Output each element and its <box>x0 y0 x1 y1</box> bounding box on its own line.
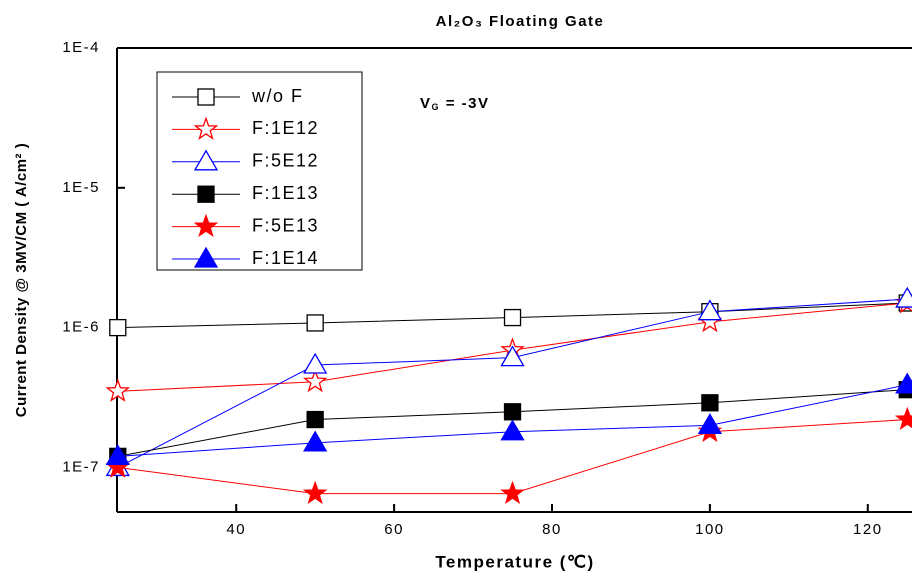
x-tick-label: 40 <box>226 521 246 538</box>
marker <box>697 413 723 434</box>
marker <box>500 419 525 441</box>
marker <box>306 410 324 429</box>
y-tick-label: 1E-5 <box>62 179 100 196</box>
x-axis-label: Temperature (℃) <box>435 552 594 571</box>
marker <box>109 318 127 337</box>
marker <box>197 185 215 203</box>
marker <box>306 314 324 332</box>
legend-label: F:1E12 <box>252 118 319 138</box>
legend-label: F:1E14 <box>252 248 319 268</box>
marker <box>500 480 525 505</box>
y-tick-label: 1E-6 <box>62 319 100 336</box>
marker <box>302 368 328 393</box>
chart-title: Al₂O₃ Floating Gate <box>436 13 605 30</box>
y-tick-label: 1E-7 <box>62 458 100 475</box>
marker <box>193 149 219 171</box>
legend-label: F:1E13 <box>252 183 319 203</box>
marker <box>503 308 522 327</box>
marker <box>197 88 215 106</box>
marker <box>105 378 131 402</box>
legend-label: F:5E12 <box>252 151 319 171</box>
legend-box <box>156 71 363 271</box>
y-tick-label: 1E-4 <box>62 39 100 56</box>
x-tick-label: 60 <box>384 521 404 538</box>
marker <box>697 299 723 321</box>
y-axis-label: Current Density @ 3MV/CM ( A/cm² ) <box>13 143 30 417</box>
marker <box>303 430 328 452</box>
marker <box>105 444 130 466</box>
marker <box>895 286 912 308</box>
x-tick-label: 100 <box>695 521 725 538</box>
marker <box>701 394 719 412</box>
legend-label: F:5E13 <box>252 215 319 235</box>
marker <box>193 246 219 268</box>
marker <box>503 403 522 421</box>
marker <box>303 352 328 374</box>
marker <box>193 116 219 140</box>
marker <box>302 480 328 505</box>
marker <box>500 345 525 367</box>
x-tick-label: 80 <box>542 521 562 538</box>
x-tick-label: 120 <box>853 521 883 538</box>
legend-label: w/o F <box>251 86 304 106</box>
annotation: VG = -3V <box>420 95 489 112</box>
marker <box>193 213 219 238</box>
marker <box>894 406 912 431</box>
marker <box>895 372 912 394</box>
